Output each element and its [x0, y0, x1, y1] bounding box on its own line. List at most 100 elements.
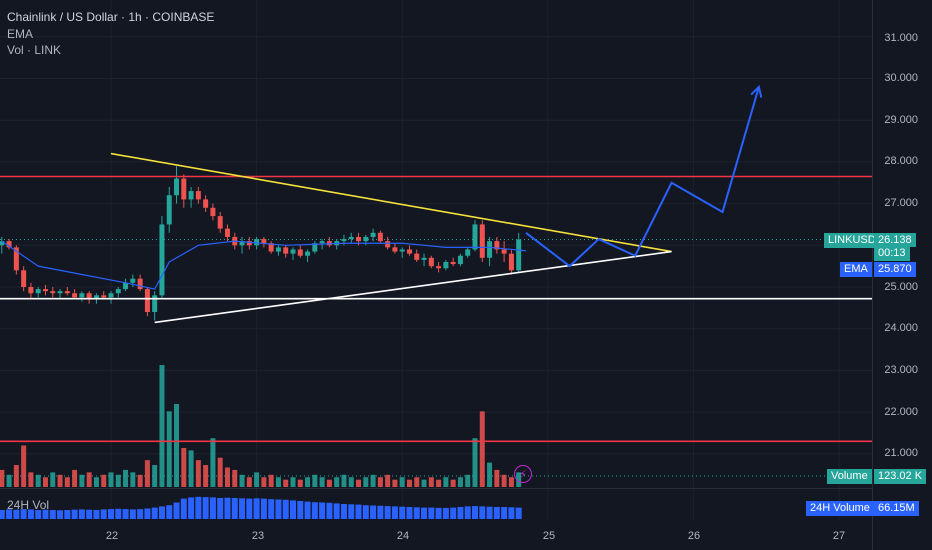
volume-bar	[6, 474, 12, 487]
lightning-icon[interactable]: ⚡	[514, 465, 532, 483]
volume-bar	[290, 477, 296, 487]
candle-body	[144, 289, 150, 313]
drawing-lines	[0, 84, 872, 443]
vol24-bar	[13, 509, 20, 519]
chart-title[interactable]: Chainlink / US Dollar · 1h · COINBASE	[7, 10, 215, 24]
volume-bar	[232, 469, 238, 487]
price-axis-border	[872, 0, 873, 550]
vol24-bar	[326, 502, 333, 519]
candle-body	[297, 249, 303, 256]
candle-body	[246, 241, 252, 246]
volume-bar	[399, 477, 405, 487]
candle-body	[341, 239, 347, 242]
volume-bar	[166, 411, 172, 487]
vol24-bar	[340, 504, 347, 519]
ema-value-tag: 25.870	[874, 262, 916, 277]
24h-vol-pane-label[interactable]: 24H Vol	[7, 498, 50, 512]
vol24-bar	[508, 507, 515, 519]
volume-bar	[181, 447, 187, 487]
vol24-bar	[246, 498, 253, 519]
candle-body	[508, 253, 514, 271]
volume-bar	[479, 411, 485, 487]
volume-bar	[312, 474, 318, 487]
volume-bar	[64, 477, 70, 487]
y-tick-label: 22.000	[884, 406, 918, 418]
volume-value-tag: 123.02 K	[874, 469, 927, 484]
volume-bar	[377, 477, 383, 487]
candle-body	[174, 178, 180, 196]
candle-body	[305, 251, 311, 256]
candle-body	[166, 195, 172, 225]
candle-body	[101, 295, 107, 298]
candle-body	[356, 236, 362, 242]
vol24-bar	[166, 505, 173, 519]
candle-body	[42, 289, 48, 292]
candle-body	[181, 178, 187, 200]
vol24-bar	[151, 507, 158, 519]
vol24-bar	[472, 506, 478, 519]
volume-bar	[35, 474, 41, 487]
last-price-tag: 26.138	[874, 233, 916, 247]
candle-body	[13, 247, 19, 271]
vol24-bar	[93, 510, 100, 519]
candle-body	[64, 291, 70, 294]
volume-bar	[283, 479, 289, 487]
vol24-bar	[435, 507, 442, 519]
volume-label-tag: Volume	[827, 469, 872, 484]
vol24-bar	[275, 499, 282, 519]
volume-bar	[508, 477, 514, 487]
volume-bar	[392, 479, 398, 487]
vol24-bar	[268, 499, 275, 519]
volume-bar	[42, 477, 48, 487]
candle-body	[86, 293, 92, 300]
candle-body	[312, 243, 318, 252]
volume-indicator-legend[interactable]: Vol · LINK	[7, 43, 62, 57]
volume-bar	[305, 477, 311, 487]
vol24-bar	[20, 509, 27, 519]
candle-body	[268, 243, 274, 252]
candle-body	[123, 282, 129, 290]
volume-bar	[457, 477, 463, 487]
candle-body	[159, 224, 165, 296]
ema-indicator-legend[interactable]: EMA	[7, 27, 34, 41]
y-tick-label: 28.000	[884, 155, 918, 167]
candle-body	[108, 293, 114, 298]
volume-bar	[268, 474, 274, 487]
candle-body	[203, 199, 209, 208]
volume-bar	[443, 477, 449, 487]
pane-separator[interactable]	[0, 488, 872, 489]
candle-body	[450, 261, 456, 265]
volume-bar	[159, 365, 165, 487]
candle-body	[115, 289, 121, 294]
volume-bar	[319, 477, 325, 487]
vol24-bar	[209, 497, 216, 519]
volume-bar	[123, 469, 129, 487]
candle-body	[457, 255, 463, 265]
vol24-bar	[35, 510, 42, 519]
volume-bar	[217, 457, 223, 487]
candle-body	[487, 241, 493, 258]
vol24-bar	[450, 507, 457, 519]
volume-bar	[501, 474, 507, 487]
vol24-bar	[333, 503, 340, 519]
volume-bar	[28, 472, 34, 487]
candle-body	[436, 266, 442, 269]
volume-bar	[326, 479, 332, 487]
volume-bar	[406, 479, 412, 487]
vol24-bar	[515, 507, 522, 519]
y-tick-label: 27.000	[884, 197, 918, 209]
vol24-bar	[158, 506, 165, 519]
volume-bar	[21, 445, 27, 487]
candle-body	[275, 247, 281, 252]
volume-bar	[348, 477, 354, 487]
candle-body	[130, 278, 136, 283]
vol24-bar	[501, 507, 508, 519]
vol24-bar	[57, 510, 64, 519]
volume-bar	[195, 460, 201, 487]
vol24-bar	[78, 509, 85, 519]
vol24-bar	[384, 506, 391, 519]
vol24-bar	[173, 502, 180, 519]
candle-body	[443, 261, 449, 269]
vol24-bar	[6, 509, 13, 519]
